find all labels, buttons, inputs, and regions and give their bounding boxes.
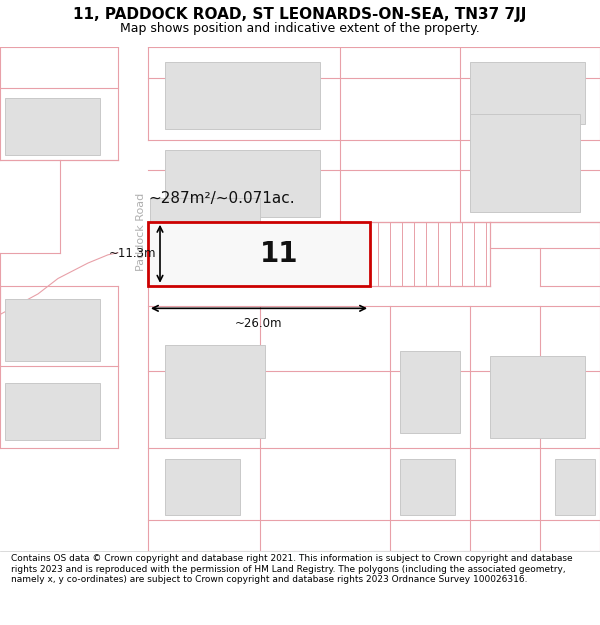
Bar [470,62,585,124]
Bar [470,114,580,212]
Bar [150,198,260,276]
Bar [555,459,595,515]
Text: ~287m²/~0.071ac.: ~287m²/~0.071ac. [148,191,295,206]
Bar [400,459,455,515]
Bar [5,299,100,361]
Bar [400,351,460,433]
Text: Contains OS data © Crown copyright and database right 2021. This information is : Contains OS data © Crown copyright and d… [11,554,572,584]
Bar [118,47,148,551]
Bar [5,384,100,440]
Text: Paddock Road: Paddock Road [136,193,146,271]
Bar [490,356,585,438]
Text: 11: 11 [260,240,298,268]
Text: Map shows position and indicative extent of the property.: Map shows position and indicative extent… [120,22,480,35]
Text: 11, PADDOCK ROAD, ST LEONARDS-ON-SEA, TN37 7JJ: 11, PADDOCK ROAD, ST LEONARDS-ON-SEA, TN… [73,8,527,22]
Bar [5,98,100,155]
Bar [148,222,370,286]
FancyBboxPatch shape [113,42,153,351]
Bar [165,346,265,438]
Text: ~26.0m: ~26.0m [235,316,283,329]
Bar [165,150,320,217]
Bar [165,62,320,129]
Text: ~11.3m: ~11.3m [109,248,156,260]
Bar [165,459,240,515]
